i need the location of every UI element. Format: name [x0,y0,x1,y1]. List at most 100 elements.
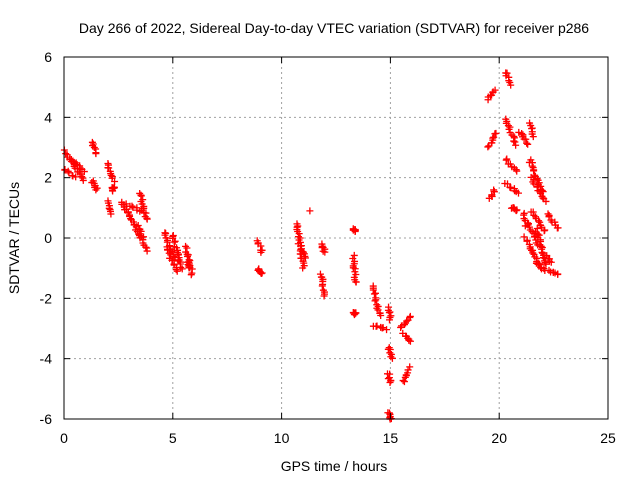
data-point [522,135,530,143]
data-point [512,206,520,214]
data-point [529,208,537,216]
data-point [484,143,492,151]
data-point [524,140,532,148]
axis-ticks [63,56,609,420]
data-point [400,378,408,386]
data-point [377,311,385,319]
tick-labels: 0 5 10 15 20 25 -6 -4 -2 0 2 4 6 [40,49,616,446]
data-point [89,140,97,148]
data-point [301,254,309,262]
data-point [386,349,394,357]
data-point [521,222,529,230]
data-point [529,249,537,257]
data-point [513,167,521,175]
data-point [299,248,307,256]
data-point [535,217,543,225]
data-point [134,221,142,229]
y-tick-label: 6 [44,49,52,65]
data-point [320,292,328,300]
data-point [492,129,500,137]
data-point [373,322,381,330]
data-point [187,271,195,279]
data-point [397,323,405,331]
data-point [505,125,513,133]
data-point [173,267,181,275]
data-point [537,264,545,272]
y-tick-label: 2 [44,170,52,186]
data-point [504,122,512,130]
x-tick-label: 5 [169,430,177,446]
data-points [60,69,562,423]
data-point [502,156,510,164]
data-point [171,237,179,245]
data-point [64,167,72,175]
y-axis-label: SDTVAR / TECUs [6,182,22,294]
data-point [143,215,151,223]
data-point [184,251,192,259]
data-point [351,310,359,318]
data-point [523,139,531,147]
data-point [370,290,378,298]
data-point [172,266,180,274]
data-point [489,134,497,142]
data-point [507,81,515,89]
data-point [105,204,113,212]
data-point [386,379,394,387]
data-point [164,246,172,254]
data-point [387,377,395,385]
data-point [533,175,541,183]
data-point [92,150,100,158]
x-tick-label: 25 [600,430,616,446]
data-point [387,353,395,361]
data-point [511,138,519,146]
data-point [92,186,100,194]
y-tick-label: -2 [40,290,53,306]
data-point [78,173,86,181]
data-point [178,265,186,273]
data-point [350,251,358,259]
data-point [520,233,528,241]
data-point [295,230,303,238]
data-point [547,258,555,266]
data-point [515,128,523,136]
data-point [352,278,360,286]
y-tick-label: -6 [40,411,53,427]
data-point [143,247,151,255]
y-tick-label: -4 [40,351,53,367]
data-point [142,209,150,217]
data-point [80,168,88,176]
data-point [107,210,115,218]
data-point [490,186,498,194]
data-point [351,227,359,235]
data-point [514,189,522,197]
x-axis-label: GPS time / hours [281,458,388,474]
data-point [540,227,548,235]
data-point [257,268,265,276]
data-point [406,363,414,371]
data-point [529,133,537,141]
data-point [536,260,544,268]
data-point [352,309,360,317]
data-point [371,297,379,305]
data-point [406,312,414,320]
data-point [105,164,113,172]
data-point [177,263,185,271]
data-point [258,269,266,277]
data-point [168,256,176,264]
data-point [318,282,326,290]
data-point [539,194,547,202]
data-point [542,197,550,205]
data-point [403,317,411,325]
x-tick-label: 20 [491,430,507,446]
data-point [533,183,541,191]
data-point [385,316,393,324]
data-point [372,296,380,304]
grid-lines [64,57,608,419]
data-point [511,187,519,195]
data-point [183,244,191,252]
data-point [530,167,538,175]
data-point [387,312,395,320]
x-tick-label: 10 [274,430,290,446]
data-point [136,230,144,238]
